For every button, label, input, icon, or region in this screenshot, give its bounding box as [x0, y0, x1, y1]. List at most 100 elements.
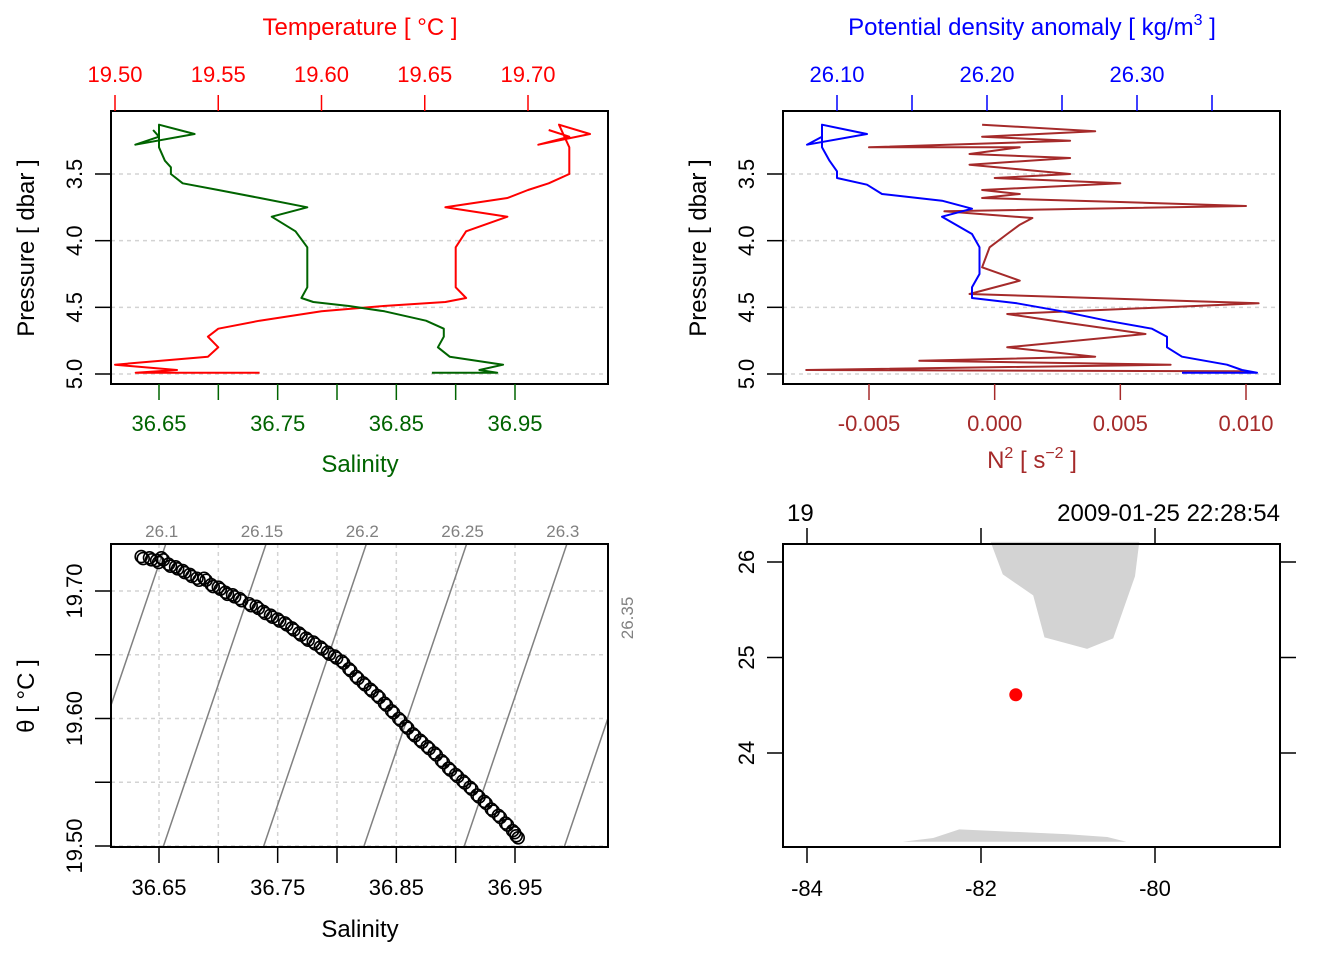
series-layer: [805, 123, 1260, 374]
density-axis-title: Potential density anomaly [ kg/m3 ]: [848, 12, 1216, 41]
land-polygon: [902, 829, 1127, 842]
density-axis-title-end: ]: [1203, 14, 1216, 41]
theta-axis-title: θ [ °C ]: [13, 659, 40, 733]
tick-label: 36.65: [131, 411, 186, 436]
ts-point: [427, 746, 442, 760]
ts-point: [509, 828, 523, 843]
ts-point: [377, 696, 392, 711]
density-n2-profile-panel: 26.10 26.20 26.30 -0.005 0.000 0.005 0.010 3.…: [685, 12, 1281, 474]
tick-label: 4.0: [734, 225, 759, 256]
station-number: 19: [787, 500, 814, 527]
tick-label: 26.20: [959, 62, 1014, 87]
tick-label: 36.95: [487, 411, 542, 436]
map-frame: [782, 543, 1281, 848]
isopycnal-line: [162, 544, 267, 847]
tick-label: 24: [734, 741, 759, 765]
tick-label: 0.005: [1093, 411, 1148, 436]
isopycnal-line: [563, 715, 608, 847]
ts-point: [511, 830, 525, 845]
plot-frame: [110, 543, 609, 848]
temperature-axis: 19.50 19.55 19.60 19.65 19.70: [87, 62, 556, 111]
tick-label: 36.95: [487, 875, 542, 900]
temperature-axis-title: Temperature [ °C ]: [263, 14, 458, 41]
ts-point: [334, 654, 349, 668]
ts-point: [206, 579, 221, 594]
ts-point: [244, 598, 258, 613]
tick-label: 36.75: [250, 875, 305, 900]
salinity-axis: 36.65 36.75 36.85 36.95: [131, 384, 543, 436]
salinity-axis-title: Salinity: [321, 451, 398, 478]
station-marker: [1009, 688, 1023, 702]
tick-label: 19.50: [62, 818, 87, 873]
tick-label: 3.5: [62, 159, 87, 190]
ts-point: [477, 794, 491, 809]
n2-axis-title-text: N: [987, 447, 1004, 474]
n2-axis-title-mid: [ s: [1013, 447, 1045, 474]
isopycnal-label: 26.3: [546, 522, 579, 541]
tick-label: -84: [791, 876, 823, 901]
pressure-axis: 3.5 4.0 4.5 5.0: [62, 159, 111, 390]
ts-point: [399, 719, 413, 733]
tick-label: 19.60: [62, 691, 87, 746]
isopycnal-label: 26.1: [145, 522, 178, 541]
density-axis: 26.10 26.20 26.30: [809, 62, 1213, 111]
n2-axis-title: N2 [ s−2 ]: [987, 445, 1077, 474]
density-line: [806, 123, 1258, 374]
superscript: −2: [1045, 445, 1063, 462]
land-polygon: [990, 541, 1140, 649]
ts-diagram-panel: 26.1 26.15 26.2 26.25 26.326.35 36.65 36.75 36…: [13, 522, 637, 943]
tick-label: 26.30: [1109, 62, 1164, 87]
isopycnal-label: 26.35: [618, 597, 637, 640]
tick-label: 36.85: [369, 875, 424, 900]
tick-label: 26: [734, 550, 759, 574]
isopycnal-line: [262, 544, 368, 847]
land-layer: [902, 541, 1140, 842]
ts-point: [491, 808, 506, 823]
ts-point: [190, 571, 204, 586]
series-layer: [114, 123, 591, 374]
isopycnal-line: [362, 544, 468, 847]
tick-label: 4.5: [734, 292, 759, 323]
ts-point: [370, 688, 385, 703]
density-axis-title-text: Potential density anomaly [ kg/m: [848, 14, 1194, 41]
station-map-panel: -84 -82 -80 24 25 26 19 2009-01-25 22:28:54: [734, 500, 1296, 901]
tick-label: 5.0: [734, 359, 759, 390]
salinity-line: [134, 123, 505, 374]
isopycnal-label: 26.15: [241, 522, 284, 541]
tick-label: 0.000: [967, 411, 1022, 436]
tick-label: 36.85: [369, 411, 424, 436]
pressure-axis-title: Pressure [ dbar ]: [13, 159, 40, 336]
ts-point: [498, 816, 513, 830]
theta-axis: 19.50 19.60 19.70: [62, 563, 111, 874]
tick-label: 0.010: [1218, 411, 1273, 436]
tick-label: 19.65: [397, 62, 452, 87]
tick-label: 19.60: [294, 62, 349, 87]
tick-label: 4.5: [62, 292, 87, 323]
salinity-axis-title: Salinity: [321, 916, 398, 943]
station-datetime: 2009-01-25 22:28:54: [1057, 500, 1280, 527]
superscript: 2: [1004, 445, 1013, 462]
ts-point: [136, 551, 150, 566]
ts-point: [342, 661, 356, 676]
ts-points: [134, 549, 525, 845]
superscript: 3: [1194, 12, 1203, 29]
n2-line: [805, 123, 1260, 373]
tick-label: 4.0: [62, 225, 87, 256]
tick-label: -80: [1139, 876, 1171, 901]
ts-point: [463, 780, 477, 795]
tick-label: 19.70: [500, 62, 555, 87]
pressure-axis: 3.5 4.0 4.5 5.0: [734, 159, 783, 390]
ts-point: [384, 704, 399, 718]
tick-label: 19.55: [191, 62, 246, 87]
ts-point: [391, 711, 406, 726]
isopycnal-label: 26.2: [346, 522, 379, 541]
tick-label: 36.65: [131, 875, 186, 900]
tick-label: 3.5: [734, 159, 759, 190]
tick-label: 26.10: [809, 62, 864, 87]
salinity-axis: 36.65 36.75 36.85 36.95: [131, 847, 543, 900]
tick-label: -82: [965, 876, 997, 901]
tick-label: 5.0: [62, 359, 87, 390]
n2-axis: -0.005 0.000 0.005 0.010: [838, 384, 1274, 436]
tick-label: 36.75: [250, 411, 305, 436]
